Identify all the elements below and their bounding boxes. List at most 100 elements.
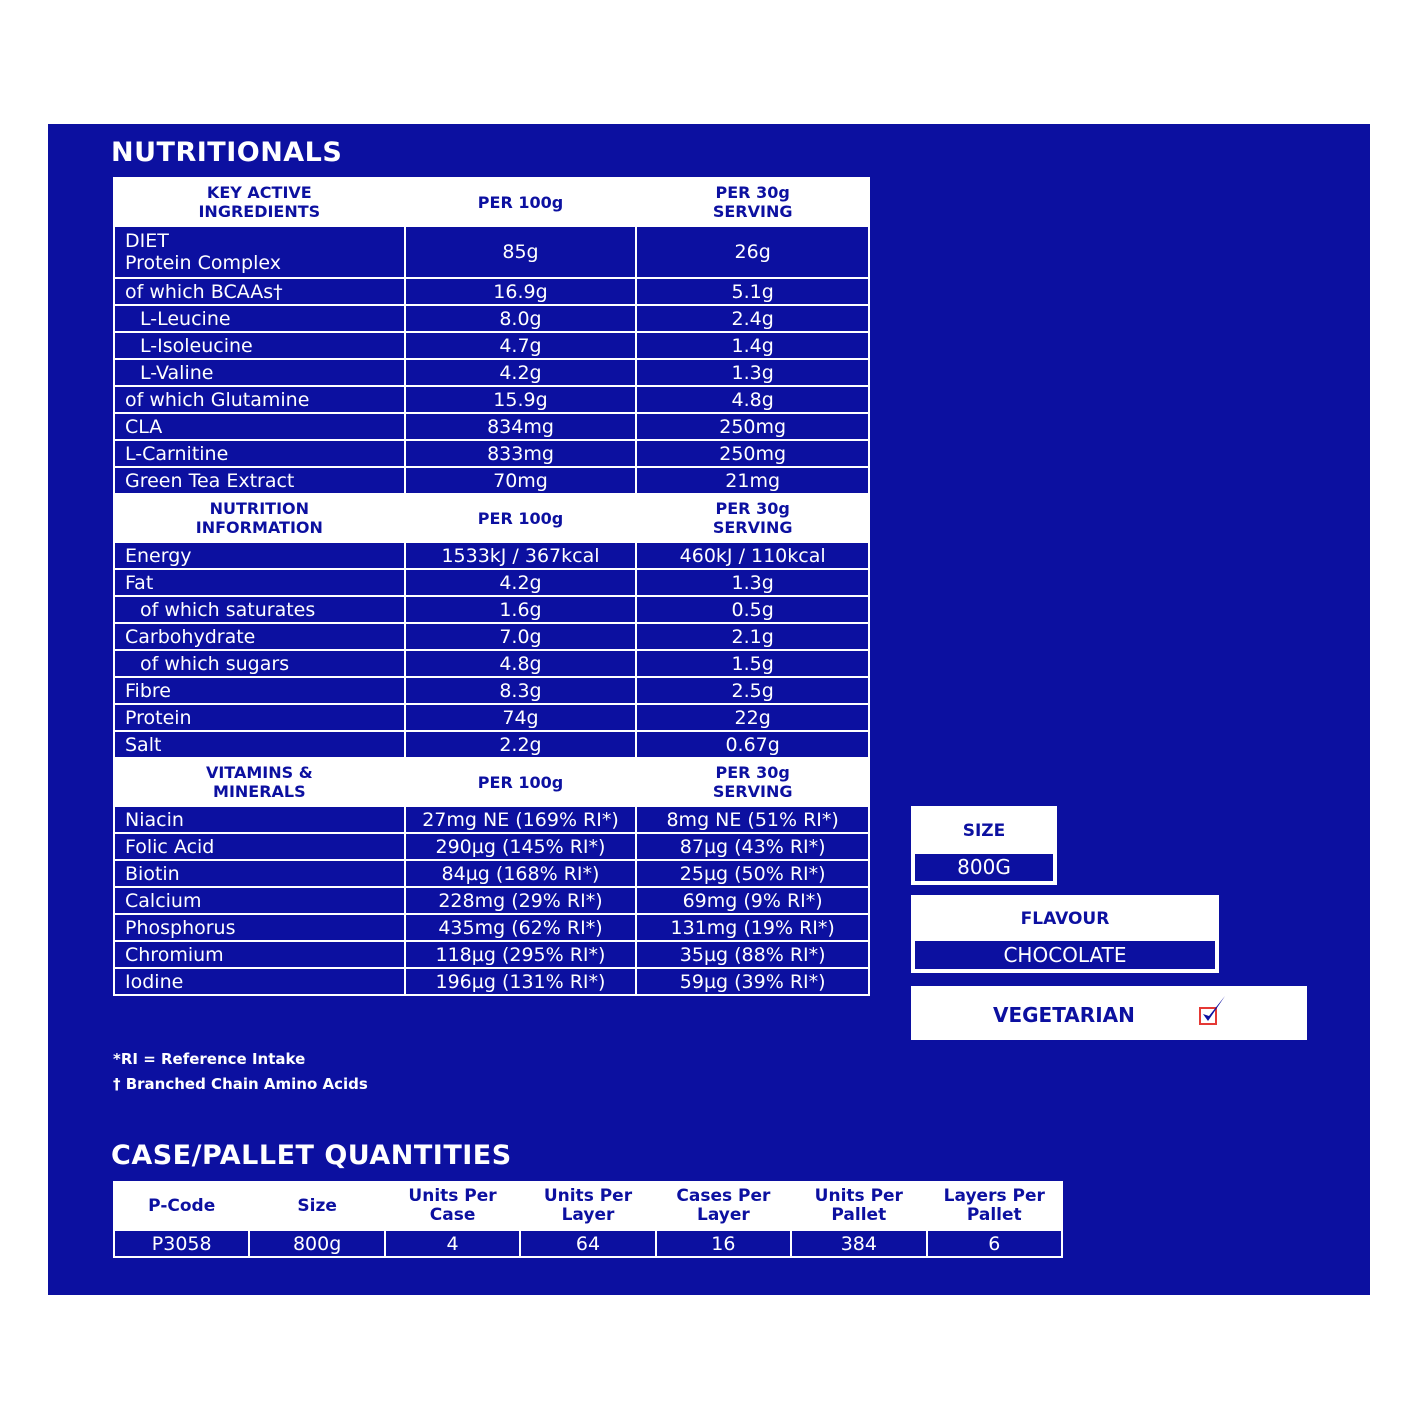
nutrient-name: Salt xyxy=(113,730,406,759)
nutrition-table: KEY ACTIVE INGREDIENTS PER 100g PER 30g SE… xyxy=(113,177,870,996)
per-100g-value: 84µg (168% RI*) xyxy=(403,859,638,888)
header-cell: PER 100g xyxy=(403,177,638,227)
per-serving-value: 2.4g xyxy=(635,304,870,333)
per-serving-value: 22g xyxy=(635,703,870,732)
per-serving-value: 250mg xyxy=(635,439,870,468)
nutrient-name: of which BCAAs† xyxy=(113,277,406,306)
per-100g-value: 8.0g xyxy=(403,304,638,333)
nutrient-name: Folic Acid xyxy=(113,832,406,861)
nutrient-name: L-Isoleucine xyxy=(113,331,406,360)
per-serving-value: 0.5g xyxy=(635,595,870,624)
case-value-cell: 64 xyxy=(519,1229,657,1258)
per-100g-value: 833mg xyxy=(403,439,638,468)
case-header-cell: Units Per Layer xyxy=(519,1181,657,1231)
per-serving-value: 0.67g xyxy=(635,730,870,759)
nutrient-name: Fat xyxy=(113,568,406,597)
checkbox-checked-icon xyxy=(1199,996,1225,1025)
flavour-box: FLAVOUR CHOCOLATE xyxy=(911,895,1219,973)
nutrient-name: Iodine xyxy=(113,967,406,996)
header-cell: PER 30g SERVING xyxy=(635,177,870,227)
nutrient-name: Green Tea Extract xyxy=(113,466,406,495)
nutrient-name: Energy xyxy=(113,541,406,570)
per-100g-value: 15.9g xyxy=(403,385,638,414)
case-header-row: P-Code Size Units Per Case Units Per Layer C… xyxy=(112,1181,1064,1231)
table-row: of which Glutamine 15.9g 4.8g xyxy=(113,385,870,414)
table-row: Biotin 84µg (168% RI*) 25µg (50% RI*) xyxy=(113,859,870,888)
header-cell: NUTRITION INFORMATION xyxy=(113,493,406,543)
header-cell: PER 100g xyxy=(403,493,638,543)
table-row: CLA 834mg 250mg xyxy=(113,412,870,441)
table-row: of which saturates 1.6g 0.5g xyxy=(113,595,870,624)
per-100g-value: 290µg (145% RI*) xyxy=(403,832,638,861)
per-100g-value: 4.2g xyxy=(403,358,638,387)
table-row: DIET Protein Complex 85g 26g xyxy=(113,225,870,279)
per-100g-value: 2.2g xyxy=(403,730,638,759)
per-serving-value: 460kJ / 110kcal xyxy=(635,541,870,570)
table-row: Folic Acid 290µg (145% RI*) 87µg (43% RI*) xyxy=(113,832,870,861)
table-row: Iodine 196µg (131% RI*) 59µg (39% RI*) xyxy=(113,967,870,996)
nutrient-name: L-Valine xyxy=(113,358,406,387)
table-row: Calcium 228mg (29% RI*) 69mg (9% RI*) xyxy=(113,886,870,915)
per-100g-value: 70mg xyxy=(403,466,638,495)
table-row: of which sugars 4.8g 1.5g xyxy=(113,649,870,678)
case-value-cell: 4 xyxy=(383,1229,522,1258)
size-label: SIZE xyxy=(962,821,1006,841)
nutrient-name: Niacin xyxy=(113,805,406,834)
per-100g-value: 4.7g xyxy=(403,331,638,360)
per-serving-value: 1.4g xyxy=(635,331,870,360)
nutrient-name: of which sugars xyxy=(113,649,406,678)
table-row: Chromium 118µg (295% RI*) 35µg (88% RI*) xyxy=(113,940,870,969)
nutritionals-title: NUTRITIONALS xyxy=(111,137,343,168)
header-cell: PER 100g xyxy=(403,757,638,807)
table-row: Protein 74g 22g xyxy=(113,703,870,732)
case-table: P-Code Size Units Per Case Units Per Layer C… xyxy=(112,1181,1064,1258)
per-100g-value: 118µg (295% RI*) xyxy=(403,940,638,969)
per-100g-value: 196µg (131% RI*) xyxy=(403,967,638,996)
case-value-cell: P3058 xyxy=(112,1229,251,1258)
size-value: 800G xyxy=(915,854,1053,881)
per-serving-value: 2.5g xyxy=(635,676,870,705)
nutrient-name: L-Carnitine xyxy=(113,439,406,468)
header-cell: KEY ACTIVE INGREDIENTS xyxy=(113,177,406,227)
per-100g-value: 85g xyxy=(403,225,638,279)
case-header-cell: P-Code xyxy=(112,1181,251,1231)
table-row: L-Isoleucine 4.7g 1.4g xyxy=(113,331,870,360)
nutrient-name: Chromium xyxy=(113,940,406,969)
per-serving-value: 69mg (9% RI*) xyxy=(635,886,870,915)
per-serving-value: 25µg (50% RI*) xyxy=(635,859,870,888)
table-row: Niacin 27mg NE (169% RI*) 8mg NE (51% RI*) xyxy=(113,805,870,834)
section-header: NUTRITION INFORMATION PER 100g PER 30g SER… xyxy=(113,493,870,543)
nutrient-name: of which saturates xyxy=(113,595,406,624)
case-value-cell: 800g xyxy=(248,1229,386,1258)
per-serving-value: 59µg (39% RI*) xyxy=(635,967,870,996)
case-value-row: P3058 800g 4 64 16 384 6 xyxy=(112,1229,1064,1258)
per-serving-value: 2.1g xyxy=(635,622,870,651)
table-row: Fibre 8.3g 2.5g xyxy=(113,676,870,705)
table-row: Salt 2.2g 0.67g xyxy=(113,730,870,759)
case-title: CASE/PALLET QUANTITIES xyxy=(111,1140,512,1171)
nutrient-name: DIET Protein Complex xyxy=(113,225,406,279)
per-serving-value: 250mg xyxy=(635,412,870,441)
nutrient-name: of which Glutamine xyxy=(113,385,406,414)
per-100g-value: 228mg (29% RI*) xyxy=(403,886,638,915)
per-serving-value: 87µg (43% RI*) xyxy=(635,832,870,861)
nutrient-name: Biotin xyxy=(113,859,406,888)
per-serving-value: 1.3g xyxy=(635,358,870,387)
table-row: Fat 4.2g 1.3g xyxy=(113,568,870,597)
per-100g-value: 4.2g xyxy=(403,568,638,597)
section-header: KEY ACTIVE INGREDIENTS PER 100g PER 30g SE… xyxy=(113,177,870,227)
per-100g-value: 27mg NE (169% RI*) xyxy=(403,805,638,834)
case-value-cell: 384 xyxy=(790,1229,928,1258)
footnote-ri: *RI = Reference Intake xyxy=(113,1050,306,1068)
nutrient-name: Calcium xyxy=(113,886,406,915)
per-serving-value: 131mg (19% RI*) xyxy=(635,913,870,942)
case-value-cell: 16 xyxy=(654,1229,793,1258)
footnote-bcaa: † Branched Chain Amino Acids xyxy=(113,1075,368,1093)
per-100g-value: 834mg xyxy=(403,412,638,441)
per-serving-value: 26g xyxy=(635,225,870,279)
case-header-cell: Layers Per Pallet xyxy=(925,1181,1064,1231)
case-header-cell: Cases Per Layer xyxy=(654,1181,793,1231)
per-serving-value: 4.8g xyxy=(635,385,870,414)
per-100g-value: 8.3g xyxy=(403,676,638,705)
case-value-cell: 6 xyxy=(925,1229,1064,1258)
